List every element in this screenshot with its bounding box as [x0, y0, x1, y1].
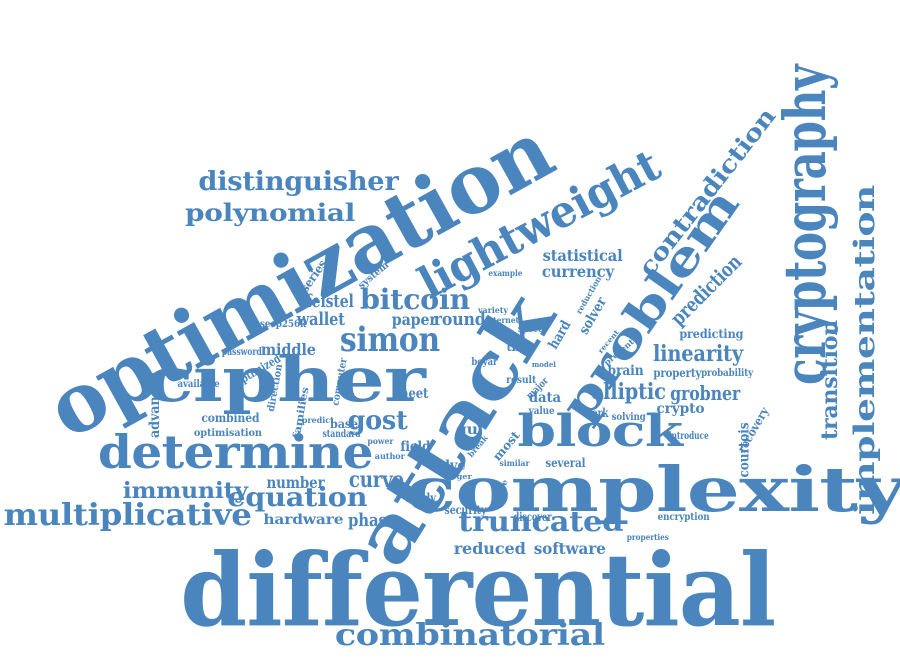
cloud-word: secp256k — [259, 319, 306, 330]
cloud-word: optimisation — [193, 428, 262, 439]
cloud-word: curve — [348, 467, 404, 493]
cloud-word: block — [517, 406, 684, 457]
cloud-word: example — [487, 268, 522, 278]
cloud-word: currency — [542, 262, 614, 281]
cloud-word: result — [505, 375, 536, 386]
cloud-word: crypto — [655, 401, 704, 417]
cloud-word: password — [221, 347, 262, 358]
cloud-word: brain — [607, 363, 644, 379]
cloud-word: immunity — [122, 478, 248, 504]
cloud-word: truncated — [458, 505, 624, 538]
cloud-word: properties — [626, 532, 669, 542]
cloud-word: solve — [428, 458, 465, 474]
cloud-word: solving — [612, 412, 646, 423]
cloud-word: gu — [455, 422, 478, 438]
cloud-word: several — [544, 456, 585, 470]
cloud-word: speed — [518, 324, 544, 335]
cloud-word: introduce — [668, 431, 709, 442]
cloud-word: available — [177, 379, 220, 390]
cloud-word: larger — [444, 471, 472, 481]
cloud-word: simon — [339, 320, 440, 360]
cloud-word: differential — [180, 531, 776, 649]
cloud-word: multiplicative — [3, 498, 252, 533]
cloud-word: statistical — [542, 246, 623, 265]
cloud-word: bitcoin — [359, 283, 470, 316]
cloud-word: encryption — [658, 512, 710, 523]
cloud-word: transition — [817, 320, 843, 440]
cloud-word: field — [400, 439, 430, 455]
cloud-word: elliptic — [590, 379, 666, 405]
cloud-word: internet — [484, 315, 519, 325]
cloud-word: feistel — [305, 291, 354, 312]
cloud-word: software — [534, 539, 606, 558]
cloud-word: property — [653, 366, 701, 380]
cloud-word: study — [405, 491, 436, 505]
cloud-word: paper — [391, 310, 437, 329]
cloud-word: work — [584, 406, 608, 420]
cloud-word: predicting — [679, 327, 743, 341]
cloud-word: polynomial — [185, 198, 355, 227]
cloud-word: discover — [513, 510, 551, 524]
cloud-word: boyar — [470, 357, 497, 368]
cloud-word: middle — [260, 340, 316, 359]
cloud-word: variety — [478, 305, 508, 315]
cloud-word: phase — [348, 510, 396, 531]
cloud-word: time — [505, 339, 534, 355]
cloud-word: predict — [301, 415, 334, 425]
cloud-word: value — [528, 406, 555, 417]
cloud-word: base — [329, 417, 358, 431]
cloud-word: linearity — [652, 341, 743, 367]
cloud-word: similar — [499, 458, 529, 468]
cloud-word: implementation — [847, 185, 881, 515]
cloud-word: combined — [201, 411, 259, 425]
cloud-word: wallet — [297, 309, 345, 330]
cloud-word: determine — [97, 425, 373, 479]
cloud-word: author — [375, 451, 405, 461]
cloud-word: cipher — [145, 343, 426, 416]
cloud-word: number — [266, 473, 325, 492]
cloud-word: security — [443, 503, 486, 517]
cloud-word: round — [433, 309, 486, 330]
cloud-word: distinguisher — [197, 167, 398, 197]
cloud-word: complexity — [405, 453, 900, 526]
cloud-word: advanced — [146, 372, 163, 438]
cloud-word: equation — [227, 483, 367, 513]
cloud-word: probability — [701, 368, 753, 379]
cloud-word: meet — [395, 386, 428, 402]
cloud-word: gost — [347, 406, 408, 436]
cloud-word: grobner — [670, 381, 740, 405]
cloud-word: standard — [322, 429, 360, 440]
cloud-word: reduced — [453, 539, 526, 558]
cloud-word: model — [531, 359, 556, 369]
cloud-word: power — [366, 436, 393, 446]
cloud-word: combinatorial — [335, 618, 605, 653]
cloud-word: data — [529, 390, 561, 406]
cloud-word: hardware — [262, 512, 343, 528]
